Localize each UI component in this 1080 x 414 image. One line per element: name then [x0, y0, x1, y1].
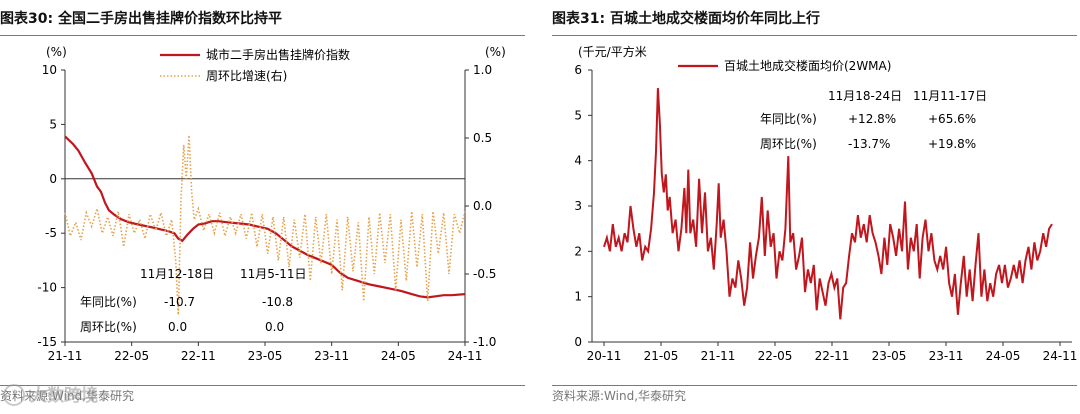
left-x-tick-label: 23-11: [314, 349, 349, 363]
right-annotation: 11月18-24日 11月11-17日 年同比(%) +12.8% +65.6%…: [760, 89, 987, 151]
right-x-tick-label: 21-05: [644, 349, 679, 363]
left-y2-tick-label: -1.0: [473, 335, 496, 349]
left-wow-line: [64, 135, 466, 315]
left-annotation-row2-v2: 0.0: [265, 320, 284, 334]
right-x-tick-label: 24-05: [986, 349, 1021, 363]
left-annotation-row2-label: 周环比(%): [80, 320, 137, 334]
left-figure: 图表30: 全国二手房出售挂牌价指数环比持平 (%) (%) 10 5 0 -5 -10…: [0, 0, 528, 413]
left-annotation-row1-label: 年同比(%): [80, 295, 137, 309]
left-y2-tick-label: 0.0: [473, 199, 492, 213]
left-y2-tick-label: 0.5: [473, 131, 492, 145]
left-y-tick-label: 0: [49, 172, 57, 186]
right-y-tick-label: 6: [574, 63, 582, 77]
right-annotation-row2-v1: -13.7%: [848, 137, 890, 151]
right-y-tick-label: 1: [574, 290, 582, 304]
left-wow-series: [64, 135, 466, 315]
right-price-line: [603, 88, 1053, 320]
right-annotation-col1-head: 11月18-24日: [828, 89, 902, 103]
left-annotation-row1-v1: -10.7: [164, 295, 195, 309]
left-y2-tick-label: -0.5: [473, 267, 496, 281]
left-x-tick-label: 22-05: [114, 349, 149, 363]
right-annotation-row1-label: 年同比(%): [760, 112, 817, 126]
left-y-tick-label: 10: [42, 63, 57, 77]
right-x-tick-label: 20-11: [587, 349, 622, 363]
left-figure-title: 图表30: 全国二手房出售挂牌价指数环比持平: [0, 11, 282, 27]
right-y-tick-label: 4: [574, 154, 582, 168]
left-annotation-row1-v2: -10.8: [262, 295, 293, 309]
right-y-unit: (千元/平方米: [578, 44, 647, 59]
right-x-tick-label: 22-05: [758, 349, 793, 363]
left-x-tick-label: 24-05: [381, 349, 416, 363]
left-bottom-rule: [0, 385, 525, 386]
right-y-tick-label: 5: [574, 108, 582, 122]
left-y-tick-label: -15: [37, 335, 57, 349]
right-figure: 图表31: 百城土地成交楼面均价年同比上行 (千元/平方米 6 5 4 3 2 1 0 20-…: [552, 0, 1080, 413]
right-x-tick-label: 24-11: [1043, 349, 1078, 363]
right-annotation-row2-label: 周环比(%): [760, 137, 817, 151]
left-x-tick-label: 23-05: [248, 349, 283, 363]
right-legend: 百城土地成交楼面均价(2WMA): [678, 58, 891, 73]
left-y-tick-label: 5: [49, 117, 57, 131]
right-y-tick-label: 3: [574, 199, 582, 213]
left-x-tick-label: 24-11: [448, 349, 483, 363]
right-x-tick-label: 23-05: [872, 349, 907, 363]
left-legend-label-index: 城市二手房出售挂牌价指数: [206, 47, 350, 62]
right-annotation-row2-v2: +19.8%: [928, 137, 976, 151]
left-legend-label-wow: 周环比增速(右): [206, 68, 287, 83]
left-source: 资料来源:Wind,华泰研究: [0, 389, 135, 403]
left-y2-tick-label: 1.0: [473, 63, 492, 77]
left-title-rule: [0, 35, 525, 36]
watermark-icon: 大数跨境: [3, 384, 98, 406]
left-annotation-col1-head: 11月12-18日: [140, 267, 214, 281]
right-axes: 6 5 4 3 2 1 0 20-11 21-05 21-11 22-05 22-11 23-05 23-…: [574, 63, 1077, 363]
right-x-tick-label: 22-11: [815, 349, 850, 363]
watermark-text: 大数跨境: [30, 385, 98, 406]
left-left-unit: (%): [46, 45, 67, 59]
right-annotation-row1-v1: +12.8%: [848, 112, 896, 126]
right-x-tick-label: 21-11: [701, 349, 736, 363]
right-annotation-row1-v2: +65.6%: [928, 112, 976, 126]
right-y-tick-label: 2: [574, 244, 582, 258]
left-right-unit: (%): [485, 45, 506, 59]
left-annotation-col2-head: 11月5-11日: [240, 267, 307, 281]
left-y-tick-label: -5: [45, 226, 57, 240]
right-x-tick-label: 23-11: [929, 349, 964, 363]
right-legend-label: 百城土地成交楼面均价(2WMA): [724, 58, 891, 73]
right-title-rule: [552, 35, 1077, 36]
watermark-logo: 大数跨境: [2, 381, 122, 414]
left-x-tick-label: 22-11: [181, 349, 216, 363]
left-x-tick-label: 21-11: [48, 349, 83, 363]
right-y-tick-label: 0: [574, 335, 582, 349]
right-price-series: [603, 88, 1053, 320]
right-bottom-rule: [552, 385, 1077, 386]
right-source: 资料来源:Wind,华泰研究: [552, 389, 687, 403]
left-y-tick-label: -10: [37, 281, 57, 295]
left-annotation: 11月12-18日 11月5-11日 年同比(%) -10.7 -10.8 周环…: [80, 267, 307, 334]
left-annotation-row2-v1: 0.0: [168, 320, 187, 334]
right-figure-title: 图表31: 百城土地成交楼面均价年同比上行: [552, 11, 820, 27]
left-chart: (%) (%) 10 5 0 -5 -10 -15 1.0 0.5 0.0 -0.5 -1.0 21-…: [37, 45, 506, 363]
left-axes: 10 5 0 -5 -10 -15 1.0 0.5 0.0 -0.5 -1.0 21-11 22-05 2…: [37, 63, 496, 363]
right-chart: (千元/平方米 6 5 4 3 2 1 0 20-11 21-05 21-11 22-05 22-11…: [574, 44, 1077, 363]
right-annotation-col2-head: 11月11-17日: [913, 89, 987, 103]
